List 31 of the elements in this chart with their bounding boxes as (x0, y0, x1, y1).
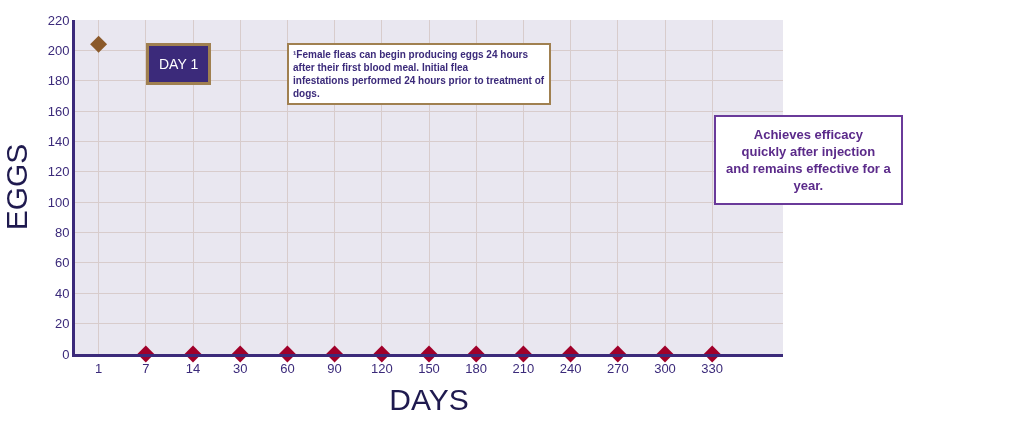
y-tick-label: 80 (54, 225, 70, 241)
x-tick-label: 300 (654, 360, 676, 376)
y-tick-label: 220 (47, 12, 70, 28)
y-tick-label: 100 (47, 194, 70, 210)
y-tick-label: 0 (62, 346, 70, 362)
y-tick-label: 60 (54, 255, 70, 271)
x-tick-label: 150 (418, 360, 440, 376)
y-tick-label: 40 (54, 285, 70, 301)
x-tick-label: 1 (94, 360, 103, 376)
x-tick-label: 7 (142, 360, 150, 376)
x-tick-label: 210 (512, 360, 535, 376)
y-tick-label: 180 (47, 73, 70, 89)
y-tick-label: 160 (47, 103, 70, 119)
x-tick-label: 330 (701, 360, 724, 376)
annotation: DAY 1 (159, 56, 199, 72)
x-axis-title: DAYS (389, 383, 469, 417)
x-tick-label: 14 (185, 360, 201, 376)
y-tick-label: 120 (47, 164, 70, 180)
x-tick-label: 90 (327, 360, 342, 376)
y-tick-label: 200 (47, 42, 70, 58)
y-tick-label: 20 (54, 316, 70, 332)
y-axis-title: EGGS (0, 143, 33, 231)
y-tick-label: 140 (47, 134, 70, 149)
annotation: Achieves efficacy quickly after injection and remains effective for a year. (726, 127, 892, 193)
x-tick-label: 270 (606, 360, 629, 376)
x-tick-label: 60 (280, 360, 295, 376)
x-tick-label: 120 (370, 360, 393, 376)
x-tick-label: 240 (559, 360, 582, 376)
x-tick-label: 30 (232, 360, 248, 376)
annotation: ¹Female fleas can begin producing eggs 24 hours after their first blood meal. Initial flea infestations performed 24 hours prior to treatment of dogs. (293, 49, 545, 99)
x-tick-label: 180 (465, 360, 488, 376)
